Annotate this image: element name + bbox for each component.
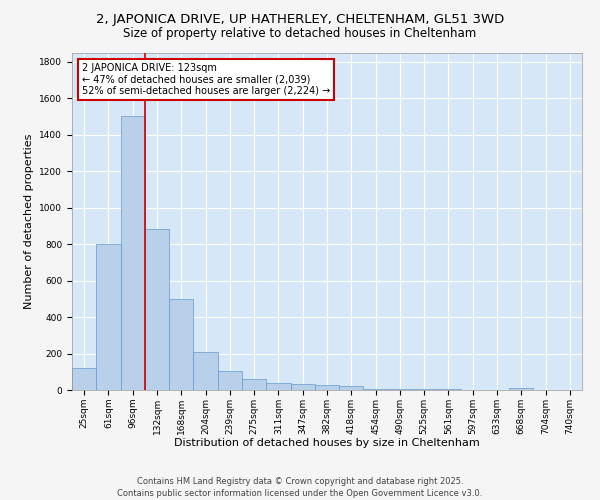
Bar	[193, 352, 218, 390]
Bar	[364, 388, 388, 390]
Bar	[145, 230, 169, 390]
Bar	[242, 378, 266, 390]
X-axis label: Distribution of detached houses by size in Cheltenham: Distribution of detached houses by size …	[174, 438, 480, 448]
Bar	[218, 371, 242, 390]
Bar	[339, 386, 364, 390]
Text: Contains HM Land Registry data © Crown copyright and database right 2025.
Contai: Contains HM Land Registry data © Crown c…	[118, 476, 482, 498]
Bar	[72, 368, 96, 390]
Text: 2, JAPONICA DRIVE, UP HATHERLEY, CHELTENHAM, GL51 3WD: 2, JAPONICA DRIVE, UP HATHERLEY, CHELTEN…	[96, 12, 504, 26]
Bar	[121, 116, 145, 390]
Y-axis label: Number of detached properties: Number of detached properties	[24, 134, 34, 309]
Text: Size of property relative to detached houses in Cheltenham: Size of property relative to detached ho…	[124, 28, 476, 40]
Bar	[266, 382, 290, 390]
Bar	[388, 389, 412, 390]
Bar	[169, 299, 193, 390]
Text: 2 JAPONICA DRIVE: 123sqm
← 47% of detached houses are smaller (2,039)
52% of sem: 2 JAPONICA DRIVE: 123sqm ← 47% of detach…	[82, 62, 331, 96]
Bar	[290, 384, 315, 390]
Bar	[509, 388, 533, 390]
Bar	[315, 386, 339, 390]
Bar	[96, 244, 121, 390]
